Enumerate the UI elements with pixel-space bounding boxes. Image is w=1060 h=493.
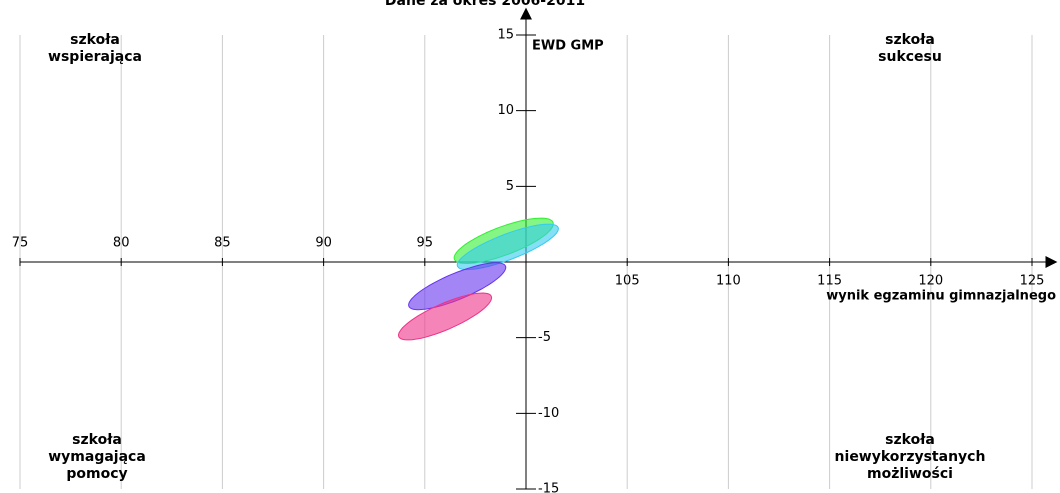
y-axis-label: EWD GMP (532, 39, 604, 54)
quadrant-label: wspierająca (48, 49, 142, 65)
y-tick-label: 10 (497, 103, 514, 118)
quadrant-label: szkoła (70, 32, 120, 48)
x-tick-label: 120 (918, 274, 943, 289)
ellipse (456, 223, 559, 271)
y-tick-label: -10 (538, 406, 559, 421)
x-tick-label: 110 (716, 274, 741, 289)
quadrant-label: niewykorzystanych (835, 449, 986, 465)
x-tick-label: 75 (12, 236, 29, 251)
x-tick-label: 85 (214, 236, 231, 251)
x-axis-label: wynik egzaminu gimnazjalnego (826, 289, 1056, 304)
x-tick-label: 90 (315, 236, 332, 251)
quadrant-label: pomocy (66, 466, 127, 482)
x-tick-label: 115 (817, 274, 842, 289)
x-tick-label: 95 (417, 236, 434, 251)
y-tick-label: -15 (538, 482, 559, 493)
ellipse (408, 262, 507, 311)
quadrant-label: wymagająca (48, 449, 146, 465)
quadrant-label: szkoła (72, 432, 122, 448)
y-tick-label: -5 (538, 330, 551, 345)
x-tick-label: 125 (1020, 274, 1045, 289)
ellipse (397, 292, 493, 341)
quadrant-label: możliwości (867, 466, 953, 482)
quadrant-label: szkoła (885, 32, 935, 48)
y-tick-label: 5 (506, 179, 514, 194)
chart-title: Dane za okres 2006-2011 (385, 0, 585, 9)
quadrant-label: szkoła (885, 432, 935, 448)
y-tick-label: 15 (497, 28, 514, 43)
x-tick-label: 80 (113, 236, 130, 251)
x-tick-label: 105 (615, 274, 640, 289)
quadrant-label: sukcesu (878, 49, 942, 65)
